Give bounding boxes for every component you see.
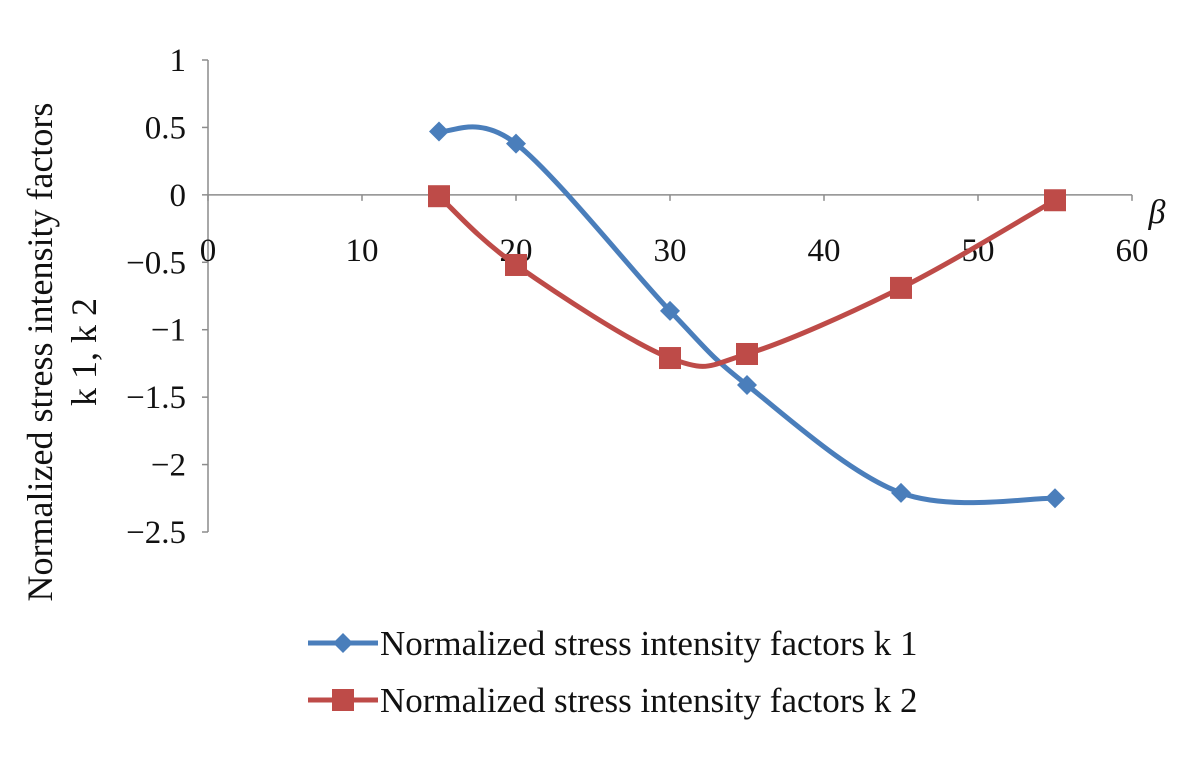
data-point-square <box>890 276 912 299</box>
x-tick-label: 40 <box>808 233 841 269</box>
legend-item-2: Normalized stress intensity factors k 2 <box>308 681 918 720</box>
y-axis-title: Normalized stress intensity factors k 1,… <box>20 103 104 602</box>
data-point-diamond <box>660 300 680 321</box>
y-tick-label: −2 <box>151 448 186 484</box>
legend: Normalized stress intensity factors k 1 N… <box>308 624 918 720</box>
legend-item-1: Normalized stress intensity factors k 1 <box>308 624 918 663</box>
y-tick-label: −0.5 <box>126 245 186 281</box>
y-tick-label: 1 <box>170 43 187 79</box>
data-point-square <box>736 342 758 365</box>
x-tick-label: 10 <box>346 233 379 269</box>
series-line <box>438 124 1056 506</box>
x-tick-label: 30 <box>654 233 687 269</box>
series-layer <box>428 121 1066 509</box>
data-point-diamond <box>737 375 757 396</box>
legend-marker-square <box>332 689 354 711</box>
y-tick-label: −2.5 <box>126 515 186 551</box>
y-tick-label: 0.5 <box>145 110 186 146</box>
y-tick-label: −1.5 <box>126 380 186 416</box>
series-1 <box>429 121 1065 509</box>
data-point-diamond <box>1045 488 1065 509</box>
legend-label: Normalized stress intensity factors k 2 <box>380 681 918 720</box>
y-axis-title-line-2: k 1, k 2 <box>64 298 104 406</box>
data-point-square <box>1044 189 1066 212</box>
data-point-square <box>659 347 681 370</box>
legend-marker-diamond <box>333 633 353 653</box>
x-tick-label: 0 <box>200 233 217 269</box>
y-axis-title-line-1: Normalized stress intensity factors <box>20 103 60 602</box>
legend-label: Normalized stress intensity factors k 1 <box>380 624 918 663</box>
data-point-square <box>505 253 527 276</box>
data-point-diamond <box>891 482 911 503</box>
y-tick-label: −1 <box>151 313 186 349</box>
data-point-diamond <box>506 133 526 154</box>
axes: 10.50−0.5−1−1.5−2−2.50 10 20 30 40 50 60β <box>126 43 1165 551</box>
x-axis-title: β <box>1148 194 1166 231</box>
data-point-square <box>428 185 450 208</box>
series-2 <box>428 185 1066 370</box>
data-point-diamond <box>429 121 449 142</box>
y-tick-label: 0 <box>170 178 187 214</box>
x-tick-label: 60 <box>1116 233 1149 269</box>
series-line <box>437 194 1057 369</box>
